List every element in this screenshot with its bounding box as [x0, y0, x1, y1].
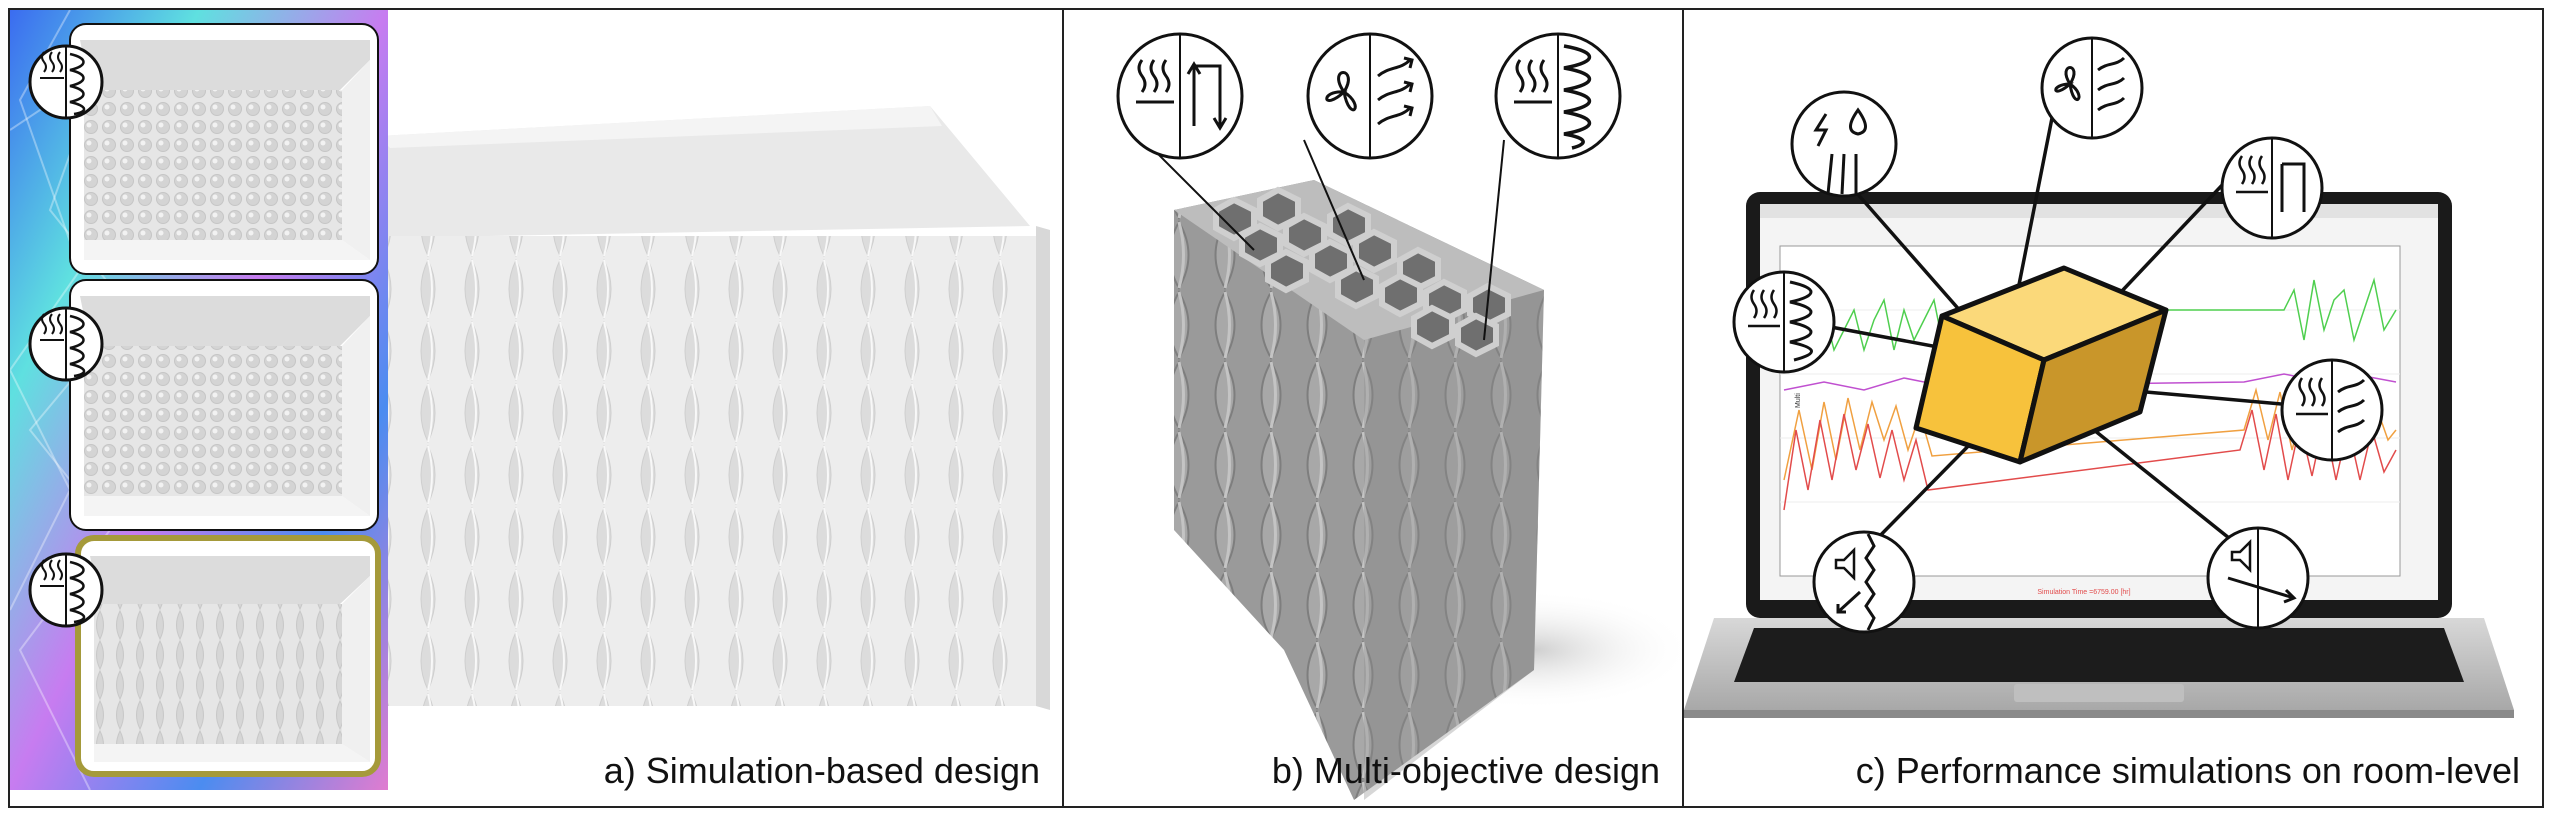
heat-insulation-icon	[28, 306, 104, 382]
panel-multi-objective-design: b) Multi-objective design	[1062, 8, 1684, 808]
panel-performance-simulations: Multi Simulation Time =6759.00 [hr]	[1682, 8, 2544, 808]
insulation-coil-icon	[1494, 32, 1622, 160]
fan-airflow-icon	[2040, 36, 2144, 140]
insulation-coil-icon	[1732, 270, 1836, 374]
caption-a: a) Simulation-based design	[603, 750, 1040, 791]
room-cube	[1913, 265, 2169, 465]
heat-insulation-icon	[28, 44, 104, 120]
fan-airflow-icon	[1306, 32, 1434, 160]
room-variant-3-selected	[75, 535, 381, 777]
3d-printed-honeycomb-block	[1174, 180, 1544, 800]
heat-insulation-icon	[28, 552, 104, 628]
acoustic-transmission-icon	[2206, 526, 2310, 630]
large-facade-wall	[378, 106, 1050, 710]
room-variant-2	[69, 279, 379, 531]
heat-airflow-icon	[2280, 358, 2384, 462]
acoustic-icon	[1812, 530, 1916, 634]
caption-b: b) Multi-objective design	[1271, 750, 1660, 791]
panel-a-illustration	[10, 10, 1050, 791]
electricity-water-icon	[1790, 90, 1898, 198]
caption-c: c) Performance simulations on room-level	[1855, 750, 2520, 791]
heat-circulation-icon	[1116, 32, 1244, 160]
y-axis-label: Multi	[1795, 393, 1802, 408]
simulation-time-label: Simulation Time =6759.00 [hr]	[2037, 589, 2130, 596]
heat-circulation-icon	[2220, 136, 2324, 240]
panel-simulation-based-design: a) Simulation-based design	[8, 8, 1064, 808]
room-variant-1	[69, 23, 379, 275]
panel-c-illustration: Multi Simulation Time =6759.00 [hr]	[1684, 36, 2514, 718]
panel-b-illustration	[1116, 32, 1682, 800]
